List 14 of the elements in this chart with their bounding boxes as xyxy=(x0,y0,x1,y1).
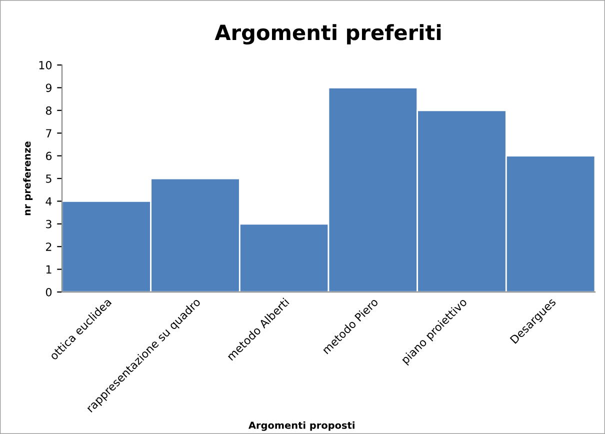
y-tick-label: 4 xyxy=(46,197,52,206)
y-tick-label: 2 xyxy=(46,242,52,251)
y-tick-label: 1 xyxy=(46,265,52,274)
y-tick-label: 6 xyxy=(46,152,52,160)
x-axis-title: Argomenti proposti xyxy=(248,421,354,431)
y-tick-label: 7 xyxy=(46,129,52,138)
y-tick-label: 3 xyxy=(46,220,52,228)
chart-title: Argomenti preferiti xyxy=(214,24,441,44)
y-tick-label: 9 xyxy=(46,84,52,92)
y-axis-title: nr preferenze xyxy=(23,142,33,216)
y-tick-label: 5 xyxy=(46,174,52,183)
y-tick-label: 0 xyxy=(46,288,52,296)
y-tick-label: 10 xyxy=(39,60,52,70)
y-tick-label: 8 xyxy=(46,106,52,115)
